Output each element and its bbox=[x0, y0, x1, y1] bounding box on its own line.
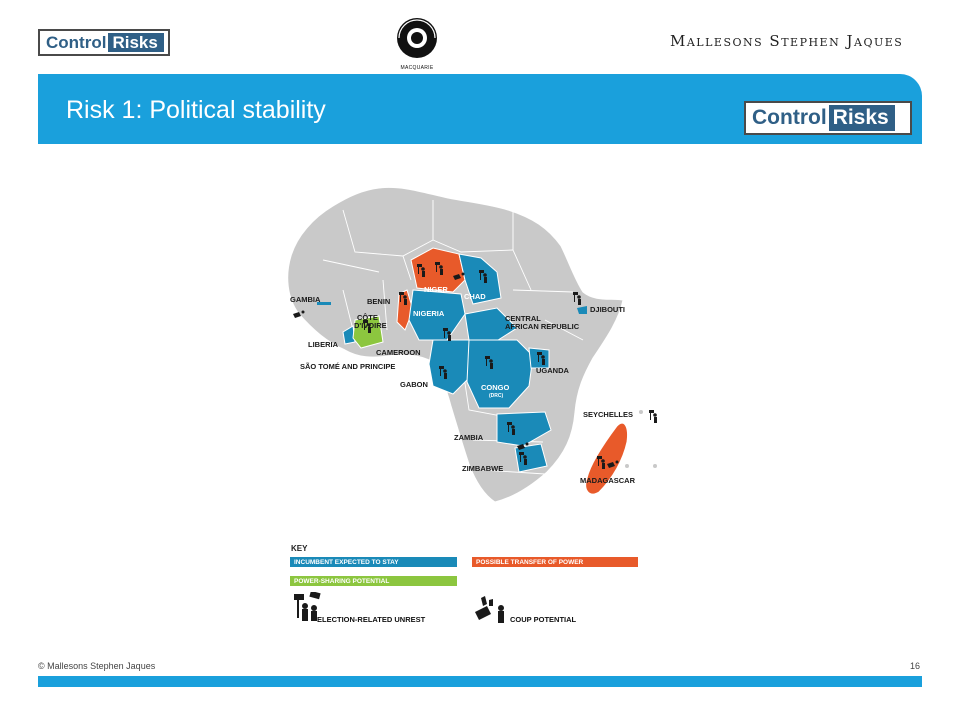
island-seychelles bbox=[639, 410, 643, 414]
region-car bbox=[464, 307, 518, 343]
island-comoros bbox=[625, 464, 629, 468]
logo-part-control: Control bbox=[752, 106, 827, 129]
election-unrest-icon bbox=[399, 292, 407, 305]
election-unrest-icon bbox=[597, 456, 605, 469]
mallesons-wordmark: Mallesons Stephen Jaques bbox=[670, 32, 903, 50]
footer-page-number: 16 bbox=[910, 661, 921, 671]
coup-icon bbox=[293, 310, 305, 318]
label-madagascar: MADAGASCAR bbox=[580, 476, 635, 485]
election-unrest-icon bbox=[485, 356, 493, 369]
label-cote-line2: D'IVOIRE bbox=[354, 321, 387, 330]
logo-part-risks: Risks bbox=[108, 33, 164, 52]
label-drc: (DRC) bbox=[489, 393, 504, 399]
election-unrest-icon bbox=[573, 292, 581, 305]
key-incumbent-label: INCUMBENT EXPECTED TO STAY bbox=[294, 558, 399, 566]
key-transfer: POSSIBLE TRANSFER OF POWER bbox=[472, 557, 638, 567]
election-unrest-icon bbox=[363, 320, 371, 333]
label-cameroon: CAMEROON bbox=[376, 348, 421, 357]
region-gambia bbox=[317, 302, 331, 305]
election-unrest-icon bbox=[439, 366, 447, 379]
coup-icon bbox=[607, 460, 619, 468]
island-mauritius bbox=[653, 464, 657, 468]
macquarie-logo: MACQUARIE bbox=[394, 16, 440, 71]
region-liberia bbox=[342, 325, 356, 345]
label-benin: BENIN bbox=[367, 297, 391, 306]
label-uganda: UGANDA bbox=[536, 366, 569, 375]
region-congo-drc bbox=[466, 339, 534, 409]
election-unrest-icon bbox=[519, 452, 527, 465]
coup-icon bbox=[453, 272, 465, 280]
key-coup-label: COUP POTENTIAL bbox=[510, 615, 577, 624]
region-madagascar bbox=[585, 422, 628, 495]
key-power-sharing-label: POWER-SHARING POTENTIAL bbox=[294, 577, 390, 585]
label-gambia: GAMBIA bbox=[290, 295, 321, 304]
region-zambia bbox=[496, 411, 552, 447]
election-unrest-legend-icon bbox=[294, 592, 321, 621]
slide-title: Risk 1: Political stability bbox=[66, 96, 326, 124]
coup-markers bbox=[293, 272, 619, 468]
coup-icon bbox=[517, 442, 529, 450]
macquarie-caption: MACQUARIE bbox=[400, 65, 434, 71]
label-gabon: GABON bbox=[400, 380, 428, 389]
key-transfer-label: POSSIBLE TRANSFER OF POWER bbox=[476, 558, 584, 566]
label-seychelles: SEYCHELLES bbox=[583, 410, 634, 419]
key-incumbent: INCUMBENT EXPECTED TO STAY bbox=[290, 557, 457, 567]
africa-map bbox=[287, 186, 657, 503]
label-liberia: LIBERIA bbox=[308, 340, 338, 349]
election-unrest-icon bbox=[507, 422, 515, 435]
region-djibouti bbox=[577, 306, 587, 314]
label-chad: CHAD bbox=[464, 292, 486, 301]
logo-part-risks: Risks bbox=[828, 105, 895, 131]
election-unrest-icon bbox=[417, 264, 425, 277]
footer-bar bbox=[38, 676, 922, 687]
coup-legend-icon bbox=[475, 596, 504, 623]
mallesons-wordmark-text: Mallesons Stephen Jaques bbox=[670, 32, 904, 50]
unrest-markers bbox=[363, 262, 657, 469]
footer-copyright: © Mallesons Stephen Jaques bbox=[38, 661, 156, 671]
control-risks-logo: Control Risks bbox=[38, 29, 170, 56]
election-unrest-icon bbox=[537, 352, 545, 365]
label-zambia: ZAMBIA bbox=[454, 433, 484, 442]
label-sao-tome: SÃO TOMÉ AND PRINCIPE bbox=[300, 362, 396, 371]
election-unrest-icon bbox=[443, 328, 451, 341]
label-djibouti: DJIBOUTI bbox=[590, 305, 626, 314]
key-unrest-label: ELECTION-RELATED UNREST bbox=[317, 615, 426, 624]
region-zimbabwe bbox=[514, 443, 548, 473]
election-unrest-icon bbox=[479, 270, 487, 283]
key-power-sharing: POWER-SHARING POTENTIAL bbox=[290, 576, 457, 586]
macquarie-logo-icon bbox=[397, 18, 437, 58]
key-title: KEY bbox=[291, 544, 308, 553]
control-risks-logo-right: Control Risks bbox=[744, 101, 912, 135]
label-car-line2: AFRICAN REPUBLIC bbox=[505, 322, 580, 331]
label-zimbabwe: ZIMBABWE bbox=[462, 464, 504, 473]
label-congo: CONGO bbox=[481, 383, 510, 392]
label-nigeria: NIGERIA bbox=[413, 309, 445, 318]
election-unrest-icon bbox=[649, 410, 657, 423]
label-cote-line1: CÔTE bbox=[357, 313, 378, 322]
label-niger: NIGER bbox=[424, 285, 448, 294]
election-unrest-icon bbox=[435, 262, 443, 275]
label-car-line1: CENTRAL bbox=[505, 314, 541, 323]
logo-part-control: Control bbox=[46, 32, 107, 52]
